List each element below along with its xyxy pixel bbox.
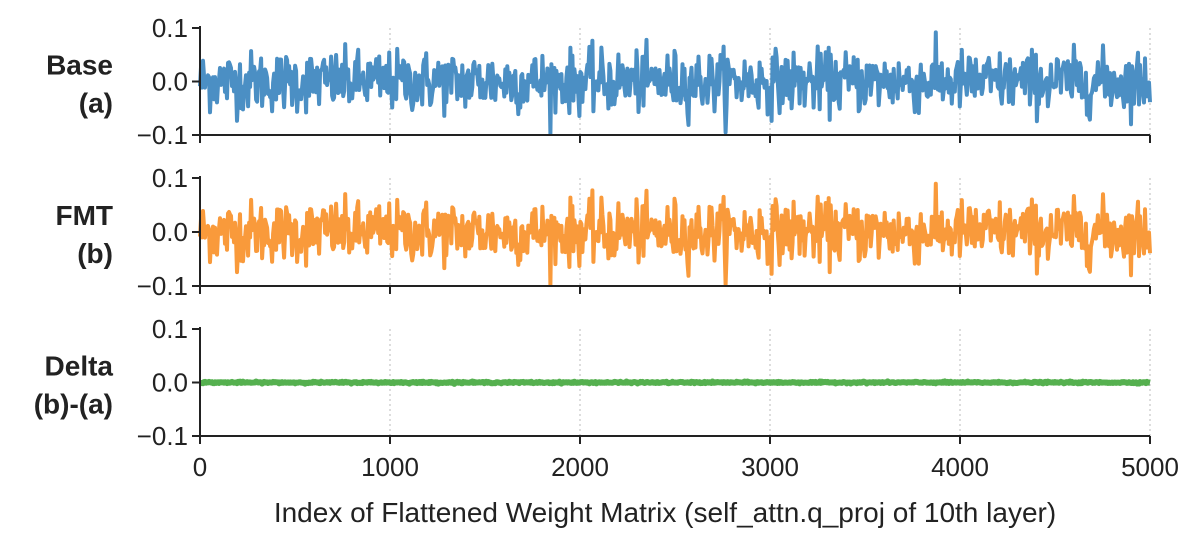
row-label-sub: (b) [77,238,113,269]
y-tick-label: 0.1 [152,13,188,43]
x-tick-label: 0 [193,452,207,482]
x-tick-label: 4000 [931,452,989,482]
series-line [198,378,1152,387]
x-tick-label: 1000 [361,452,419,482]
series-line [198,181,1152,287]
y-tick-label: 0.0 [152,217,188,247]
x-tick-label: 3000 [741,452,799,482]
row-label-sub: (b)-(a) [34,389,113,420]
panel-2 [192,176,1152,294]
row-label-name: FMT [55,200,113,231]
y-tick-label: 0.1 [152,163,188,193]
row-label-sub: (a) [79,88,113,119]
x-axis-label: Index of Flattened Weight Matrix (self_a… [274,497,1056,528]
y-tick-label: 0.1 [152,314,188,344]
y-tick-label: −0.1 [137,120,188,150]
y-tick-label: −0.1 [137,271,188,301]
x-tick-label: 5000 [1121,452,1179,482]
row-label-name: Base [46,50,113,81]
series-line [198,30,1152,136]
x-tick-label: 2000 [551,452,609,482]
panel-3 [192,327,1152,444]
y-tick-label: 0.0 [152,67,188,97]
row-label-name: Delta [45,351,114,382]
panel-1 [192,26,1152,143]
y-tick-label: −0.1 [137,421,188,451]
y-tick-label: 0.0 [152,368,188,398]
